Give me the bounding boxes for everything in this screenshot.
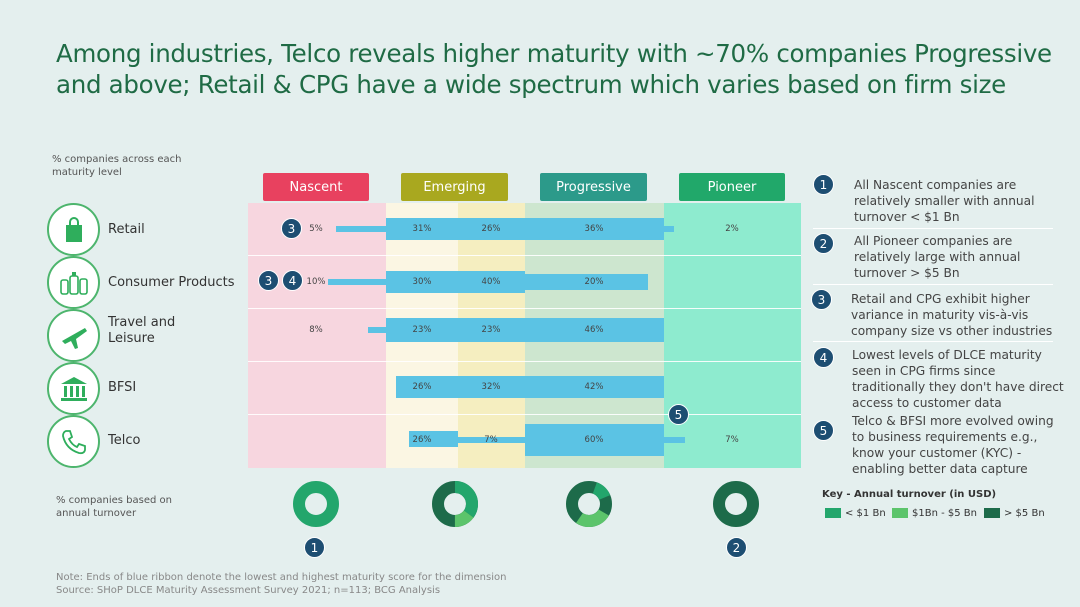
industry-label-retail: Retail [108, 222, 145, 237]
row-divider [248, 361, 801, 362]
header-emerging: Emerging [401, 173, 508, 201]
industry-label-bfsi: BFSI [108, 380, 137, 395]
phone-icon [47, 415, 100, 468]
note-badge-2: 2 [813, 233, 834, 254]
bar-telco-progressive [525, 424, 664, 456]
column-nascent [248, 203, 386, 468]
pct-telco-progressive: 60% [584, 435, 604, 445]
key-swatch-lt1 [825, 508, 841, 518]
key-swatch-mid [892, 508, 908, 518]
badge-4-cp: 4 [282, 270, 303, 291]
page-title: Among industries, Telco reveals higher m… [56, 39, 1052, 99]
pct-telco-pioneer: 7% [725, 435, 739, 445]
badge-3-cp: 3 [258, 270, 279, 291]
note-3: Retail and CPG exhibit higher variance i… [851, 292, 1053, 338]
note-badge-5: 5 [813, 420, 834, 441]
donut-progressive [566, 481, 612, 527]
pct-retail-emerging-low: 31% [412, 224, 432, 234]
note-divider [813, 341, 1053, 342]
note-badge-4: 4 [813, 347, 834, 368]
key-title: Key - Annual turnover (in USD) [822, 489, 997, 500]
pct-telco-emerging-high: 7% [484, 435, 498, 445]
note-1: All Nascent companies are relatively sma… [854, 178, 1035, 224]
note-2: All Pioneer companies are relatively lar… [854, 234, 1021, 280]
donut-emerging [432, 481, 478, 527]
pct-retail-pioneer: 2% [725, 224, 739, 234]
bar-consumer-products [386, 271, 525, 293]
note-5: Telco & BFSI more evolved owing to busin… [852, 414, 1054, 476]
bank-icon [47, 362, 100, 415]
note-divider [813, 228, 1053, 229]
axis-caption: % companies across each maturity level [52, 154, 182, 178]
badge-5-chart: 5 [668, 404, 689, 425]
pct-retail-emerging-high: 26% [481, 224, 501, 234]
footnote: Note: Ends of blue ribbon denote the low… [56, 572, 507, 583]
row-divider [248, 308, 801, 309]
note-4: Lowest levels of DLCE maturity seen in C… [852, 348, 1064, 410]
pct-travel-emerging-high: 23% [481, 325, 501, 335]
pct-bfsi-progressive: 42% [584, 382, 604, 392]
pct-retail-progressive: 36% [584, 224, 604, 234]
badge-3-retail: 3 [281, 218, 302, 239]
pct-cp-progressive: 20% [584, 277, 604, 287]
bar-bfsi [396, 376, 664, 398]
donut-pioneer [713, 481, 759, 527]
pct-bfsi-emerging-low: 26% [412, 382, 432, 392]
row-divider [248, 414, 801, 415]
donut-nascent [293, 481, 339, 527]
pct-bfsi-emerging-high: 32% [481, 382, 501, 392]
header-progressive: Progressive [540, 173, 647, 201]
key-label-mid: $1Bn - $5 Bn [912, 508, 977, 519]
donut-badge-1: 1 [304, 537, 325, 558]
pct-cp-emerging-high: 40% [481, 277, 501, 287]
turnover-caption: % companies based on annual turnover [56, 495, 172, 519]
pct-retail-nascent: 5% [309, 224, 323, 234]
shopping-bag-icon [47, 203, 100, 256]
key-label-lt1: < $1 Bn [845, 508, 886, 519]
bar-travel [386, 318, 664, 342]
industry-label-travel: Travel and Leisure [108, 315, 176, 346]
note-divider [813, 284, 1053, 285]
source: Source: SHoP DLCE Maturity Assessment Su… [56, 585, 441, 596]
header-nascent: Nascent [263, 173, 369, 201]
pct-cp-emerging-low: 30% [412, 277, 432, 287]
airplane-icon [47, 309, 100, 362]
note-badge-3: 3 [811, 289, 832, 310]
donut-badge-2: 2 [726, 537, 747, 558]
bar-telco-emerging [409, 431, 458, 447]
pct-travel-emerging-low: 23% [412, 325, 432, 335]
pct-travel-progressive: 46% [584, 325, 604, 335]
column-pioneer [664, 203, 801, 468]
bottles-icon [47, 256, 100, 309]
key-label-gt5: > $5 Bn [1004, 508, 1045, 519]
bar-consumer-products-progressive [525, 274, 648, 290]
industry-label-telco: Telco [108, 433, 141, 448]
note-badge-1: 1 [813, 174, 834, 195]
pct-travel-nascent: 8% [309, 325, 323, 335]
industry-label-consumer-products: Consumer Products [108, 275, 235, 290]
key-swatch-gt5 [984, 508, 1000, 518]
pct-cp-nascent: 10% [306, 277, 326, 287]
row-divider [248, 255, 801, 256]
bar-retail [386, 218, 664, 240]
header-pioneer: Pioneer [679, 173, 785, 201]
pct-telco-emerging-low: 26% [412, 435, 432, 445]
